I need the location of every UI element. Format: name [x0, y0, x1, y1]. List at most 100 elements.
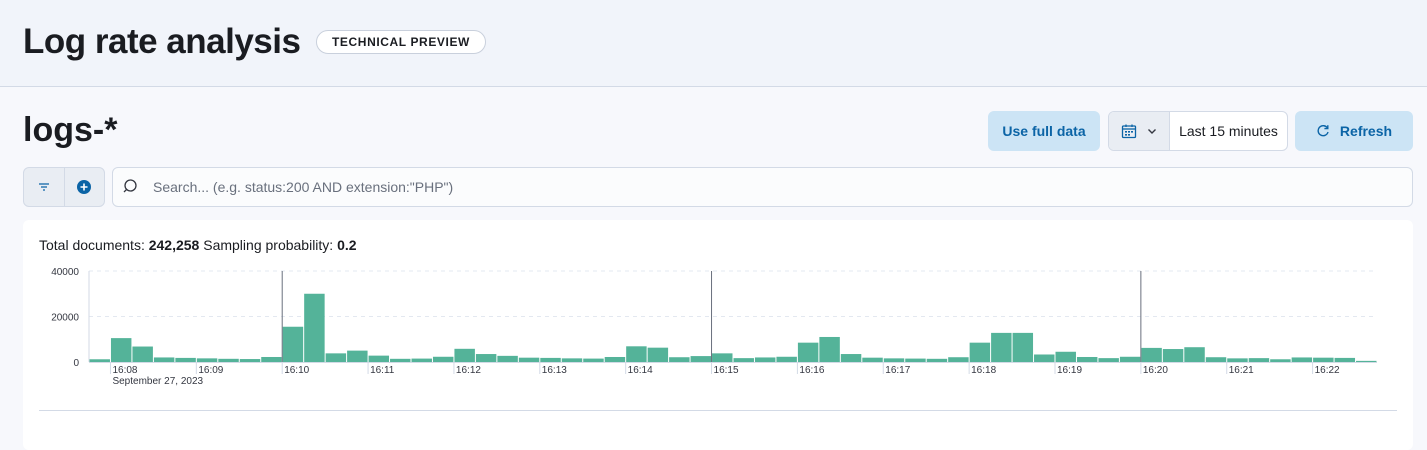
- page-header: Log rate analysis TECHNICAL PREVIEW: [0, 0, 1427, 87]
- refresh-button[interactable]: Refresh: [1295, 111, 1413, 151]
- calendar-icon: [1121, 124, 1137, 139]
- date-picker: Last 15 minutes: [1108, 111, 1288, 151]
- page-title: Log rate analysis: [23, 22, 301, 61]
- add-filter-button[interactable]: [63, 168, 105, 206]
- search-input[interactable]: [151, 178, 1412, 196]
- x-tick-label: 16:16: [799, 365, 824, 376]
- chart-bar: [1055, 351, 1076, 362]
- plus-circle-icon: [77, 180, 92, 194]
- chart-bar: [733, 358, 754, 362]
- x-tick-label: 16:20: [1143, 365, 1168, 376]
- x-tick-label: 16:21: [1229, 365, 1254, 376]
- technical-preview-badge: TECHNICAL PREVIEW: [316, 30, 486, 54]
- chart-bar: [969, 342, 991, 362]
- chart-bar: [1356, 360, 1377, 362]
- chart-bar: [797, 342, 819, 362]
- document-count-chart[interactable]: 40000 20000 0 16:08 16:09 16:10 16:11 16:12 16:1…: [23, 260, 1413, 400]
- x-tick-label: 16:13: [542, 365, 567, 376]
- chart-bar: [175, 357, 196, 362]
- chart-bar: [754, 357, 776, 362]
- chart-bar: [991, 332, 1012, 362]
- chart-bar: [1034, 354, 1055, 362]
- chart-bar: [626, 346, 647, 362]
- chart-bar: [840, 354, 862, 362]
- chart-bar: [454, 348, 475, 362]
- chart-bar: [239, 359, 261, 362]
- chart-bar: [1184, 347, 1205, 362]
- use-full-data-button[interactable]: Use full data: [988, 111, 1100, 151]
- chart-bar: [905, 358, 926, 362]
- x-tick-label: 16:19: [1057, 365, 1082, 376]
- chart-bar: [475, 354, 497, 362]
- chart-bar: [218, 358, 239, 362]
- chart-bar: [883, 358, 905, 362]
- search-icon: [123, 178, 141, 196]
- chart-bar: [390, 358, 411, 362]
- y-tick-label: 40000: [51, 267, 79, 278]
- total-documents-value: 242,258: [148, 237, 200, 253]
- chart-bar: [1270, 359, 1291, 362]
- chart-bar: [776, 356, 797, 362]
- chart-bar: [261, 356, 282, 362]
- x-tick-label: 16:15: [714, 365, 739, 376]
- panel-divider: [39, 410, 1397, 411]
- chart-bar: [1227, 358, 1248, 362]
- x-tick-label: 16:12: [456, 365, 481, 376]
- date-range-display[interactable]: Last 15 minutes: [1179, 123, 1278, 139]
- filter-options-button[interactable]: [24, 168, 64, 206]
- chart-bar: [690, 356, 712, 362]
- chart-bar: [432, 356, 454, 362]
- x-tick-label: 16:22: [1315, 365, 1340, 376]
- chart-bar: [647, 347, 669, 362]
- chart-bar: [819, 336, 840, 362]
- refresh-label: Refresh: [1339, 123, 1393, 139]
- chart-bar: [1141, 347, 1162, 362]
- chart-bar: [862, 357, 883, 362]
- chart-bar: [1313, 357, 1334, 362]
- document-summary: Total documents: 242,258 Sampling probab…: [39, 237, 357, 253]
- chart-bar: [561, 358, 583, 362]
- chart-bar: [1291, 357, 1313, 362]
- total-documents-label: Total documents:: [39, 237, 145, 253]
- chart-bar: [540, 357, 561, 362]
- chart-bar: [712, 353, 733, 362]
- chart-bar: [1205, 357, 1227, 362]
- index-pattern-title: logs-*: [23, 111, 118, 149]
- x-tick-label: 16:08: [112, 365, 137, 376]
- x-date-label: September 27, 2023: [112, 376, 203, 387]
- search-bar: [112, 167, 1413, 207]
- chart-bar: [1119, 356, 1141, 362]
- chart-bar: [1098, 358, 1119, 362]
- chart-panel: Total documents: 242,258 Sampling probab…: [23, 220, 1413, 450]
- chart-bar: [669, 357, 690, 362]
- chart-bar: [1248, 358, 1270, 362]
- chart-bar: [153, 357, 175, 362]
- chart-bar: [1334, 357, 1356, 362]
- refresh-icon: [1317, 125, 1329, 137]
- chart-bar: [196, 358, 218, 362]
- filter-icon: [38, 183, 49, 191]
- chart-bar: [1012, 332, 1034, 362]
- chart-bar: [926, 358, 948, 362]
- chart-bar: [89, 359, 110, 362]
- sampling-probability-label: Sampling probability:: [203, 237, 334, 253]
- x-tick-label: 16:11: [370, 365, 395, 376]
- sampling-probability-value: 0.2: [337, 237, 357, 253]
- chart-bar: [282, 326, 304, 362]
- x-tick-label: 16:14: [628, 365, 653, 376]
- chart-bar: [583, 358, 604, 362]
- chart-bar: [1076, 356, 1098, 362]
- x-tick-label: 16:18: [971, 365, 996, 376]
- y-tick-label: 0: [73, 358, 79, 369]
- chart-bar: [518, 357, 540, 362]
- chart-bar: [347, 350, 368, 362]
- chart-bar: [411, 358, 432, 362]
- chart-bar: [304, 293, 325, 362]
- filter-controls: [23, 167, 105, 207]
- y-tick-label: 20000: [51, 313, 79, 324]
- chevron-down-icon: [1148, 129, 1156, 134]
- chart-bar: [604, 356, 626, 362]
- x-tick-label: 16:17: [885, 365, 910, 376]
- quick-menu-button[interactable]: [1109, 112, 1170, 150]
- x-tick-label: 16:10: [284, 365, 309, 376]
